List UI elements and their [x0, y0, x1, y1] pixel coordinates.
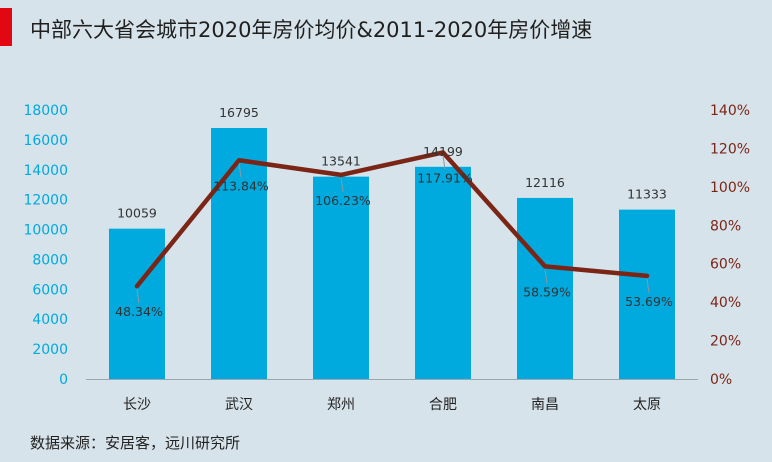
left-axis-tick-label: 0: [59, 372, 68, 388]
bar-value-label: 14199: [423, 144, 463, 159]
data-source-note: 数据来源：安居客，远川研究所: [30, 434, 241, 452]
left-axis-tick-label: 6000: [32, 282, 68, 298]
bar-value-label: 16795: [219, 105, 259, 120]
left-axis-tick-label: 8000: [32, 252, 68, 268]
bar-series: [109, 128, 675, 379]
bar-value-label: 12116: [525, 175, 565, 190]
x-axis-tick-label: 郑州: [327, 397, 355, 413]
bar-value-label: 13541: [321, 154, 361, 169]
left-axis-tick-label: 4000: [32, 312, 68, 328]
line-value-label: 117.91%: [417, 170, 473, 185]
line-value-label: 106.23%: [315, 193, 371, 208]
line-value-label: 48.34%: [115, 304, 163, 319]
left-axis-tick-label: 12000: [23, 193, 68, 209]
right-axis-tick-label: 100%: [710, 180, 750, 196]
right-axis-tick-label: 60%: [710, 257, 741, 273]
axes: 0 2000 4000 6000 8000 10000 12000 14000 16000 180…: [23, 103, 750, 413]
right-axis-tick-label: 120%: [710, 141, 750, 157]
x-axis-tick-label: 太原: [633, 397, 661, 413]
line-label-leader: [238, 163, 242, 178]
line-label-leader: [544, 269, 548, 284]
bar: [415, 166, 471, 379]
line-value-label: 58.59%: [523, 284, 571, 299]
chart-title: 中部六大省会城市2020年房价均价&2011-2020年房价增速: [30, 18, 593, 42]
bar: [517, 197, 573, 379]
left-axis-tick-label: 10000: [23, 223, 68, 239]
line-series: [134, 150, 650, 289]
line-value-label: 53.69%: [625, 294, 673, 309]
left-axis-tick-label: 16000: [23, 133, 68, 149]
line-value-label: 113.84%: [213, 178, 269, 193]
line-label-leader: [340, 177, 344, 192]
x-axis-tick-label: 武汉: [225, 397, 253, 413]
data-labels: 10059 16795 13541 14199 12116 11333 48.34% 113.…: [115, 105, 673, 319]
growth-line: [134, 150, 650, 289]
bar: [109, 228, 165, 379]
left-axis-tick-label: 14000: [23, 163, 68, 179]
line-label-leader: [646, 278, 650, 293]
right-axis-tick-label: 40%: [710, 295, 741, 311]
left-axis-tick-label: 2000: [32, 342, 68, 358]
right-axis-tick-label: 80%: [710, 218, 741, 234]
x-axis-tick-label: 南昌: [531, 397, 559, 413]
bar: [211, 128, 267, 379]
title-accent-bar: [0, 8, 12, 46]
left-axis-tick-label: 18000: [23, 103, 68, 119]
right-axis-tick-label: 20%: [710, 334, 741, 350]
x-axis-tick-label: 长沙: [123, 397, 151, 413]
bar: [313, 176, 369, 379]
right-axis-tick-label: 0%: [710, 372, 732, 388]
bar-value-label: 11333: [627, 187, 667, 202]
line-label-leader: [442, 155, 446, 170]
line-label-leader: [136, 289, 140, 304]
bar-value-label: 10059: [117, 206, 157, 221]
x-axis-tick-label: 合肥: [429, 397, 457, 413]
bar: [619, 209, 675, 379]
right-axis-tick-label: 140%: [710, 103, 750, 119]
